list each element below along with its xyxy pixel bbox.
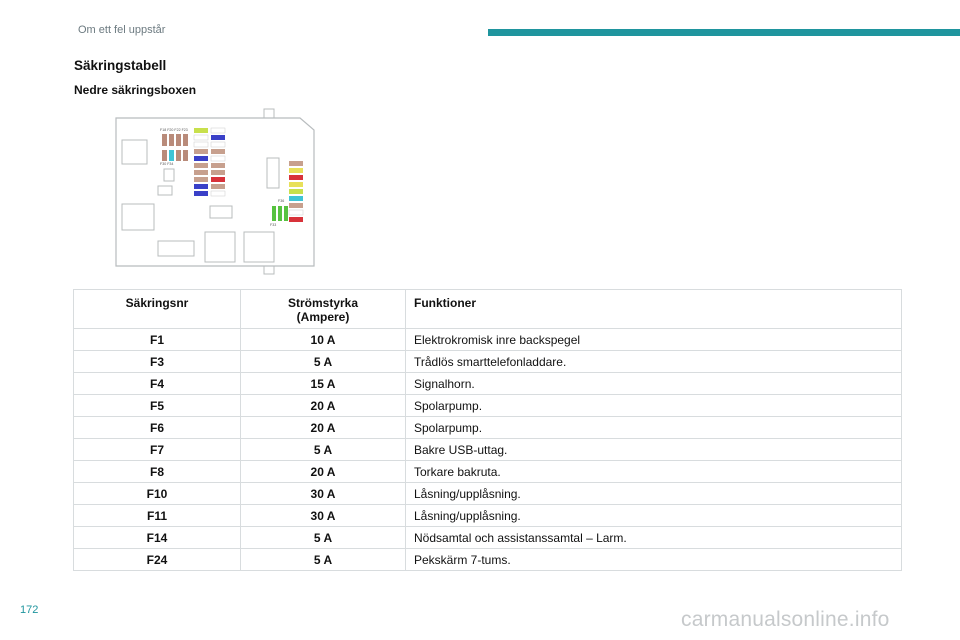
cell-function: Trådlös smarttelefonladdare. — [405, 350, 902, 373]
cell-function: Signalhorn. — [405, 372, 902, 395]
cell-function: Pekskärm 7-tums. — [405, 548, 902, 571]
cell-fuse-number: F7 — [73, 438, 241, 461]
svg-text:F36: F36 — [278, 199, 284, 203]
cell-function: Nödsamtal och assistanssamtal – Larm. — [405, 526, 902, 549]
svg-text:F30 F34: F30 F34 — [160, 162, 173, 166]
cell-fuse-number: F8 — [73, 460, 241, 483]
table-row: F24 5 A Pekskärm 7-tums. — [73, 548, 902, 571]
cell-fuse-number: F14 — [73, 526, 241, 549]
cell-current: 20 A — [240, 416, 406, 439]
cell-current: 30 A — [240, 504, 406, 527]
header-current-line2: (Ampere) — [296, 310, 350, 324]
cell-function: Bakre USB-uttag. — [405, 438, 902, 461]
table-row: F6 20 A Spolarpump. — [73, 416, 902, 439]
section-title: Säkringstabell — [74, 58, 167, 73]
header-fuse-number: Säkringsnr — [73, 289, 241, 329]
cell-current: 5 A — [240, 548, 406, 571]
cell-current: 5 A — [240, 526, 406, 549]
cell-current: 5 A — [240, 438, 406, 461]
table-header-row: Säkringsnr Strömstyrka (Ampere) Funktion… — [73, 289, 902, 329]
cell-current: 20 A — [240, 394, 406, 417]
table-row: F14 5 A Nödsamtal och assistanssamtal – La… — [73, 526, 902, 549]
cell-fuse-number: F10 — [73, 482, 241, 505]
cell-fuse-number: F5 — [73, 394, 241, 417]
table-row: F10 30 A Låsning/upplåsning. — [73, 482, 902, 505]
fuse-table: Säkringsnr Strömstyrka (Ampere) Funktion… — [73, 289, 902, 571]
cell-current: 20 A — [240, 460, 406, 483]
cell-fuse-number: F11 — [73, 504, 241, 527]
table-row: F5 20 A Spolarpump. — [73, 394, 902, 417]
cell-function: Låsning/upplåsning. — [405, 504, 902, 527]
cell-function: Låsning/upplåsning. — [405, 482, 902, 505]
section-subtitle: Nedre säkringsboxen — [74, 83, 197, 97]
watermark: carmanualsonline.info — [681, 608, 890, 631]
table-row: F1 10 A Elektrokromisk inre backspegel — [73, 328, 902, 351]
table-row: F4 15 A Signalhorn. — [73, 372, 902, 395]
cell-function: Elektrokromisk inre backspegel — [405, 328, 902, 351]
cell-fuse-number: F24 — [73, 548, 241, 571]
table-row: F7 5 A Bakre USB-uttag. — [73, 438, 902, 461]
header-function: Funktioner — [405, 289, 902, 329]
fuse-box-diagram: F18 F20 F22 F23 F30 F34 F36 F33 — [115, 108, 315, 275]
cell-function: Spolarpump. — [405, 394, 902, 417]
svg-text:F33: F33 — [270, 223, 276, 227]
cell-fuse-number: F3 — [73, 350, 241, 373]
svg-text:F18 F20 F22 F23: F18 F20 F22 F23 — [160, 128, 188, 132]
cell-current: 5 A — [240, 350, 406, 373]
cell-current: 30 A — [240, 482, 406, 505]
header-current: Strömstyrka (Ampere) — [240, 289, 406, 329]
table-row: F11 30 A Låsning/upplåsning. — [73, 504, 902, 527]
header-accent-bar — [488, 29, 960, 36]
page-number: 172 — [20, 604, 39, 616]
cell-fuse-number: F6 — [73, 416, 241, 439]
header-current-line1: Strömstyrka — [287, 296, 359, 310]
cell-function: Spolarpump. — [405, 416, 902, 439]
cell-fuse-number: F1 — [73, 328, 241, 351]
page-header-title: Om ett fel uppstår — [78, 24, 166, 36]
cell-current: 15 A — [240, 372, 406, 395]
table-row: F3 5 A Trådlös smarttelefonladdare. — [73, 350, 902, 373]
cell-fuse-number: F4 — [73, 372, 241, 395]
table-row: F8 20 A Torkare bakruta. — [73, 460, 902, 483]
cell-function: Torkare bakruta. — [405, 460, 902, 483]
cell-current: 10 A — [240, 328, 406, 351]
